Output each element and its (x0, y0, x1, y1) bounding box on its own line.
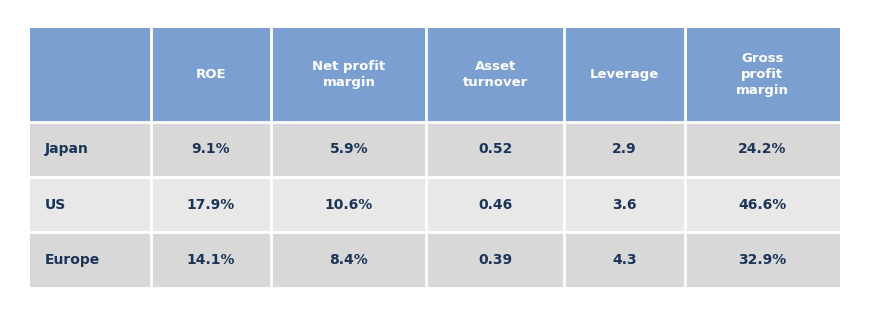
Text: 32.9%: 32.9% (738, 253, 786, 267)
FancyBboxPatch shape (426, 122, 564, 177)
Text: Europe: Europe (44, 253, 100, 267)
FancyBboxPatch shape (150, 122, 271, 177)
Text: Leverage: Leverage (589, 69, 659, 82)
FancyBboxPatch shape (684, 28, 839, 122)
Text: Japan: Japan (44, 142, 89, 156)
FancyBboxPatch shape (150, 28, 271, 122)
Text: 24.2%: 24.2% (737, 142, 786, 156)
Text: 0.39: 0.39 (478, 253, 512, 267)
FancyBboxPatch shape (684, 122, 839, 177)
Text: 14.1%: 14.1% (187, 253, 235, 267)
Text: US: US (44, 198, 66, 212)
FancyBboxPatch shape (564, 232, 684, 288)
FancyBboxPatch shape (426, 177, 564, 232)
FancyBboxPatch shape (150, 177, 271, 232)
Text: ROE: ROE (196, 69, 226, 82)
FancyBboxPatch shape (30, 28, 150, 122)
FancyBboxPatch shape (684, 232, 839, 288)
Text: Gross
profit
margin: Gross profit margin (735, 52, 788, 98)
Text: 10.6%: 10.6% (324, 198, 373, 212)
Text: 5.9%: 5.9% (329, 142, 368, 156)
Text: 46.6%: 46.6% (738, 198, 786, 212)
FancyBboxPatch shape (150, 232, 271, 288)
Text: 3.6: 3.6 (612, 198, 636, 212)
FancyBboxPatch shape (684, 177, 839, 232)
FancyBboxPatch shape (564, 177, 684, 232)
Text: 9.1%: 9.1% (191, 142, 230, 156)
Text: 4.3: 4.3 (612, 253, 636, 267)
Text: 17.9%: 17.9% (187, 198, 235, 212)
FancyBboxPatch shape (426, 28, 564, 122)
FancyBboxPatch shape (30, 177, 150, 232)
FancyBboxPatch shape (271, 232, 426, 288)
FancyBboxPatch shape (271, 177, 426, 232)
Text: 0.46: 0.46 (478, 198, 512, 212)
FancyBboxPatch shape (564, 28, 684, 122)
Text: Net profit
margin: Net profit margin (312, 60, 385, 90)
FancyBboxPatch shape (30, 122, 150, 177)
Text: Asset
turnover: Asset turnover (462, 60, 527, 90)
Text: 8.4%: 8.4% (329, 253, 368, 267)
Text: 0.52: 0.52 (478, 142, 512, 156)
FancyBboxPatch shape (271, 28, 426, 122)
FancyBboxPatch shape (426, 232, 564, 288)
FancyBboxPatch shape (564, 122, 684, 177)
FancyBboxPatch shape (271, 122, 426, 177)
Text: 2.9: 2.9 (612, 142, 636, 156)
FancyBboxPatch shape (30, 232, 150, 288)
